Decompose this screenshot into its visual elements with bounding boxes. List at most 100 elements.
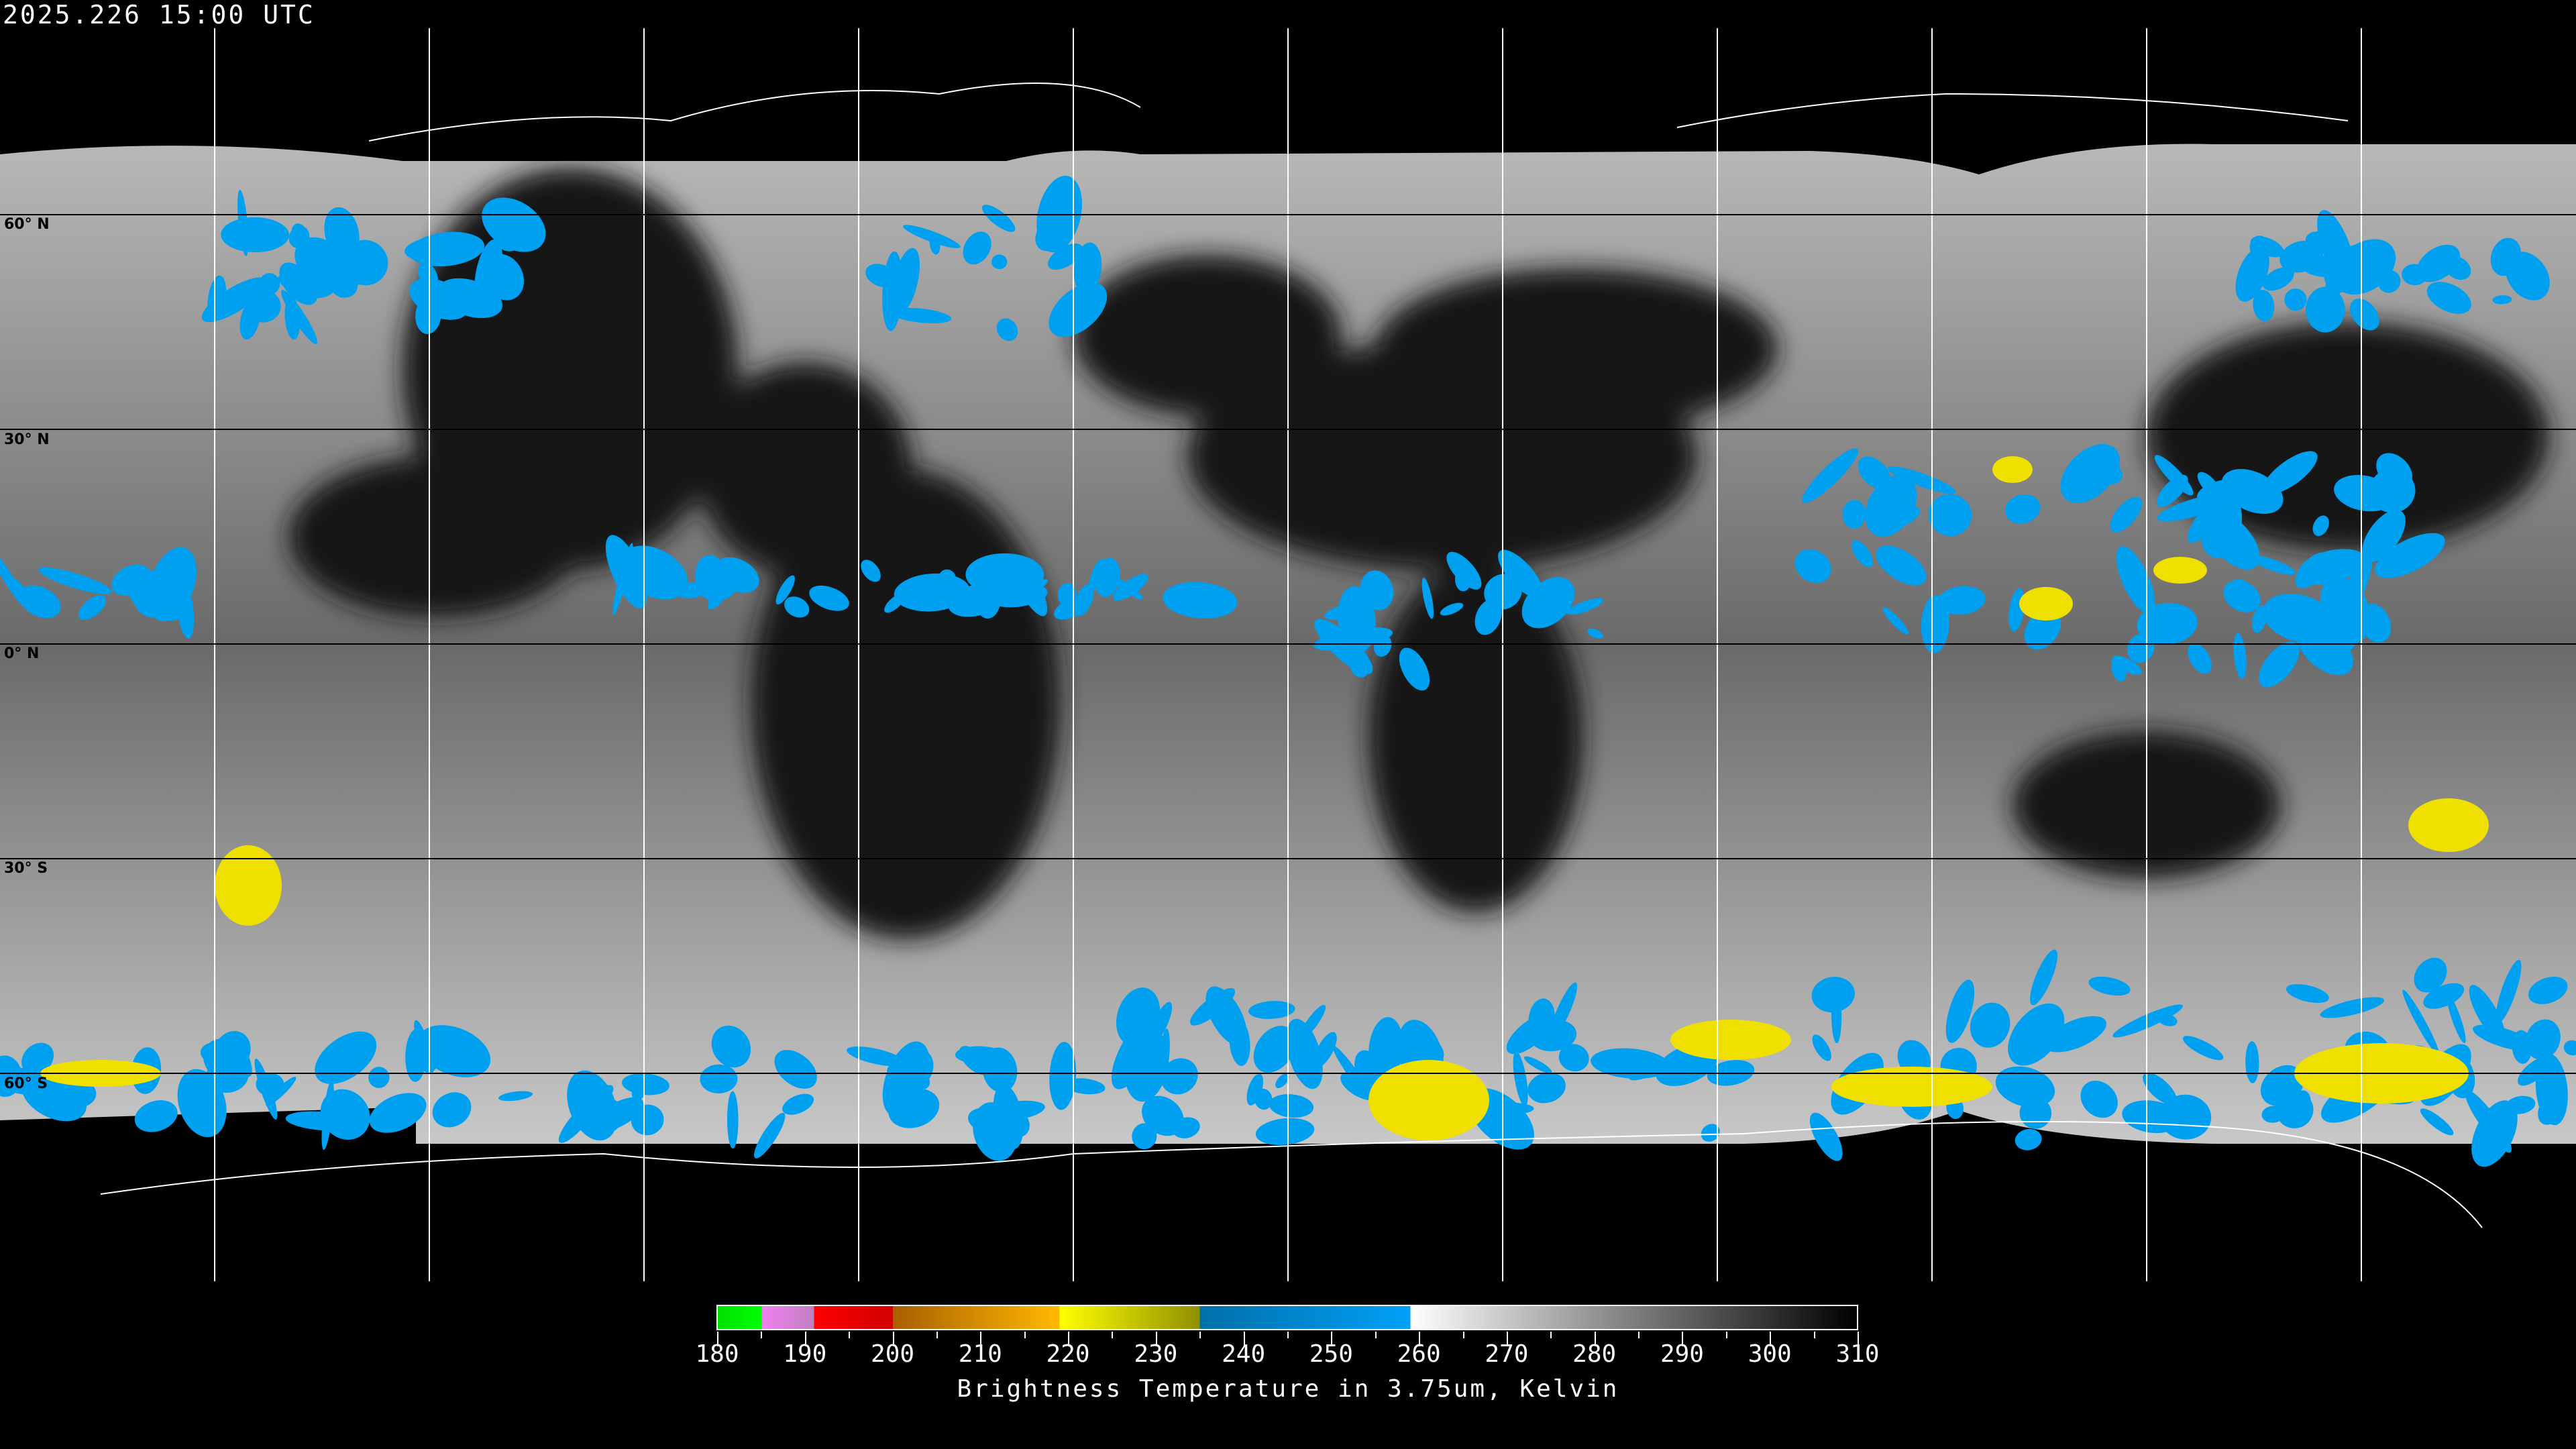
colorbar-tick <box>717 1332 718 1346</box>
very-cold-cloud-top <box>2153 557 2207 584</box>
lat-label-30s: 30° S <box>4 860 48 877</box>
cold-cloud-area <box>727 1091 739 1149</box>
cold-cloud-area <box>989 584 1048 608</box>
cold-cloud-area <box>284 297 301 340</box>
very-cold-cloud-top <box>215 845 282 926</box>
cold-cloud-area <box>1558 1044 1589 1072</box>
cold-cloud-area <box>38 567 112 594</box>
graticule <box>0 28 2576 1281</box>
cold-cloud-area <box>1513 1051 1528 1107</box>
colorbar-tick <box>980 1332 982 1346</box>
cold-cloud-area <box>1124 1028 1169 1102</box>
cold-cloud-area <box>2423 983 2465 1009</box>
cold-cloud-area <box>1132 1123 1157 1150</box>
colorbar-tick <box>1594 1332 1596 1346</box>
colorbar-tick-label: 230 <box>1134 1340 1178 1368</box>
cold-cloud-area <box>1205 986 1247 1046</box>
colorbar-tick <box>1287 1332 1289 1338</box>
cold-cloud-area <box>2112 1004 2184 1038</box>
cold-cloud-area <box>1858 456 1891 490</box>
dark-region <box>288 456 584 617</box>
cold-cloud-area <box>2306 286 2345 333</box>
very-cold-cloud-top <box>1670 1020 1791 1060</box>
cold-cloud-area <box>963 231 991 265</box>
cold-cloud-area <box>2263 267 2294 291</box>
cold-cloud-area <box>2369 468 2416 513</box>
lat-label-0n: 0° N <box>4 645 40 662</box>
cold-cloud-area <box>754 1112 786 1159</box>
cold-cloud-area <box>612 543 633 616</box>
cold-cloud-area <box>2496 959 2522 1024</box>
cold-cloud-area <box>2182 1036 2224 1061</box>
cold-cloud-area <box>1812 1034 1831 1061</box>
cold-cloud-area <box>1286 1018 1323 1089</box>
cold-cloud-area <box>231 1041 252 1077</box>
cold-cloud-area <box>2359 603 2392 643</box>
cold-cloud-area <box>0 548 27 608</box>
colorbar-tick-label: 240 <box>1222 1340 1266 1368</box>
colorbar-tick-label: 280 <box>1572 1340 1617 1368</box>
coastline-arctic <box>368 83 2349 142</box>
cold-cloud-area <box>774 1050 817 1089</box>
cold-cloud-area <box>1498 549 1544 598</box>
colorbar-tick <box>1638 1332 1640 1338</box>
cold-cloud-area <box>2420 971 2438 988</box>
colorbar-tick <box>804 1332 806 1346</box>
cold-cloud-area <box>2030 949 2057 1006</box>
colorbar-tick <box>1068 1332 1070 1346</box>
cold-cloud-area <box>782 1093 814 1115</box>
cold-cloud-area <box>775 575 795 605</box>
cold-cloud-area <box>1811 977 1855 1013</box>
colorbar-tick <box>1858 1332 1859 1346</box>
cold-cloud-area <box>2263 451 2318 494</box>
cold-cloud-area <box>982 1047 1018 1093</box>
cold-cloud-area <box>2116 546 2155 614</box>
colorbar-tick <box>761 1332 763 1338</box>
cold-cloud-area <box>1065 1078 1106 1095</box>
lat-label-60n: 60° N <box>4 216 50 233</box>
colorbar-tick <box>936 1332 938 1338</box>
cold-cloud-area <box>1591 1048 1670 1079</box>
colorbar-tick <box>1419 1332 1421 1346</box>
cold-cloud-area <box>21 1042 54 1075</box>
colorbar <box>716 1305 1858 1330</box>
cold-cloud-area <box>409 278 469 320</box>
cold-cloud-area <box>1851 540 1873 568</box>
cold-cloud-area <box>2402 989 2440 1056</box>
cold-cloud-area <box>996 318 1018 341</box>
very-cold-cloud-top <box>1368 1060 1489 1140</box>
cold-cloud-area <box>1049 282 1108 337</box>
colorbar-tick <box>1243 1332 1245 1346</box>
cold-cloud-area <box>1299 1004 1326 1039</box>
colorbar-tick-label: 290 <box>1660 1340 1704 1368</box>
cold-cloud-area <box>959 1046 989 1075</box>
cold-cloud-area <box>2525 1019 2561 1060</box>
cold-cloud-area <box>2505 1095 2536 1114</box>
cold-cloud-area <box>2197 472 2221 498</box>
cold-cloud-area <box>809 585 849 611</box>
cold-cloud-area <box>2259 641 2300 688</box>
dark-region <box>1375 268 1778 429</box>
colorbar-tick-label: 300 <box>1748 1340 1792 1368</box>
cold-cloud-area <box>2143 1073 2177 1106</box>
colorbar-tick-label: 200 <box>871 1340 915 1368</box>
cold-cloud-area <box>368 1067 390 1088</box>
cold-cloud-area <box>342 239 388 286</box>
cold-cloud-area <box>1048 243 1083 270</box>
cold-cloud-area <box>2200 491 2243 558</box>
cold-cloud-area <box>278 276 297 292</box>
cold-cloud-area <box>482 197 546 252</box>
cold-cloud-area <box>1253 1026 1296 1073</box>
cold-cloud-area <box>2284 288 2307 311</box>
cold-cloud-area <box>903 225 961 248</box>
cold-cloud-area <box>1368 1017 1403 1081</box>
cold-cloud-area <box>279 262 318 305</box>
dark-region <box>1368 564 1583 912</box>
cold-cloud-area <box>2402 264 2428 286</box>
cold-cloud-area <box>1802 448 1858 503</box>
cold-cloud-area <box>2465 1090 2512 1153</box>
colorbar-tick-label: 260 <box>1397 1340 1441 1368</box>
colorbar-tick-label: 270 <box>1485 1340 1529 1368</box>
cold-cloud-area <box>221 217 289 253</box>
cold-cloud-area <box>1360 570 1394 610</box>
